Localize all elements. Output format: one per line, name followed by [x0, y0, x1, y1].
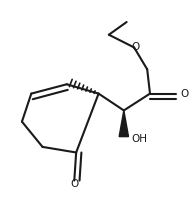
Text: O: O — [181, 89, 189, 99]
Text: OH: OH — [131, 134, 147, 144]
Text: O: O — [131, 42, 139, 52]
Polygon shape — [119, 110, 128, 137]
Text: O: O — [70, 179, 78, 189]
